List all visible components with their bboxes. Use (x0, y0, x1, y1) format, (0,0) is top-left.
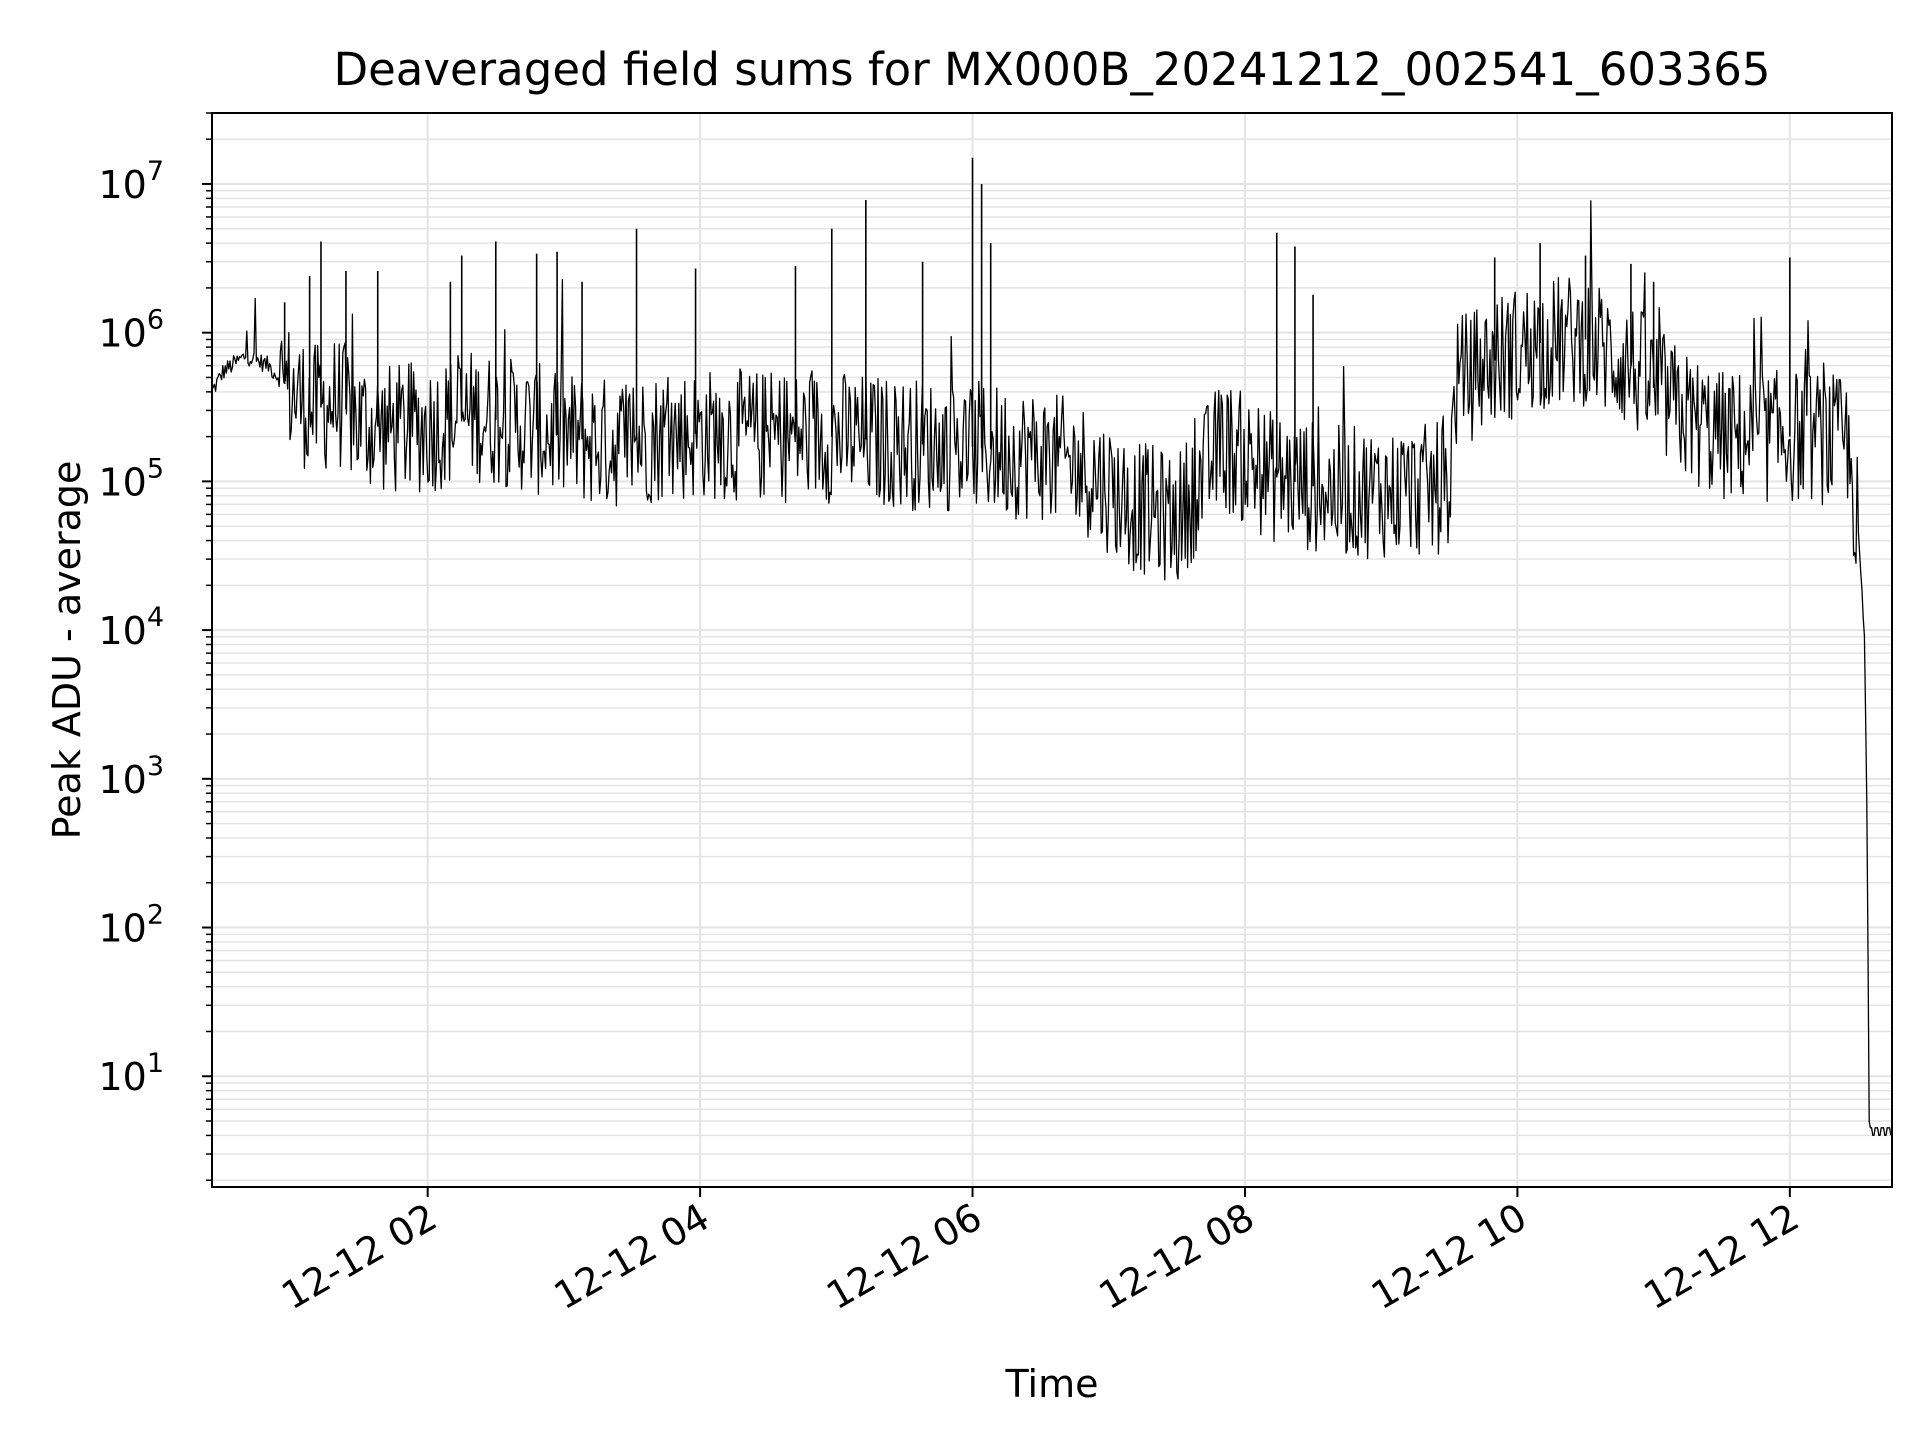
series-layer (211, 157, 1892, 1137)
y-tick-label: 104 (98, 602, 164, 653)
y-tick-label: 103 (98, 751, 164, 802)
chart-title: Deaveraged field sums for MX000B_2024121… (333, 43, 1770, 96)
series-line (211, 200, 1892, 1137)
y-tick-label: 102 (98, 900, 164, 951)
y-axis-label: Peak ADU - average (45, 461, 89, 840)
y-tick-label: 101 (98, 1048, 164, 1099)
grid (212, 112, 1892, 1187)
x-axis-label: Time (1005, 1362, 1099, 1406)
y-tick-label: 106 (98, 305, 164, 356)
y-tick-label: 105 (98, 453, 164, 504)
y-tick-label: 107 (98, 156, 164, 207)
plot-frame (211, 112, 1893, 1188)
